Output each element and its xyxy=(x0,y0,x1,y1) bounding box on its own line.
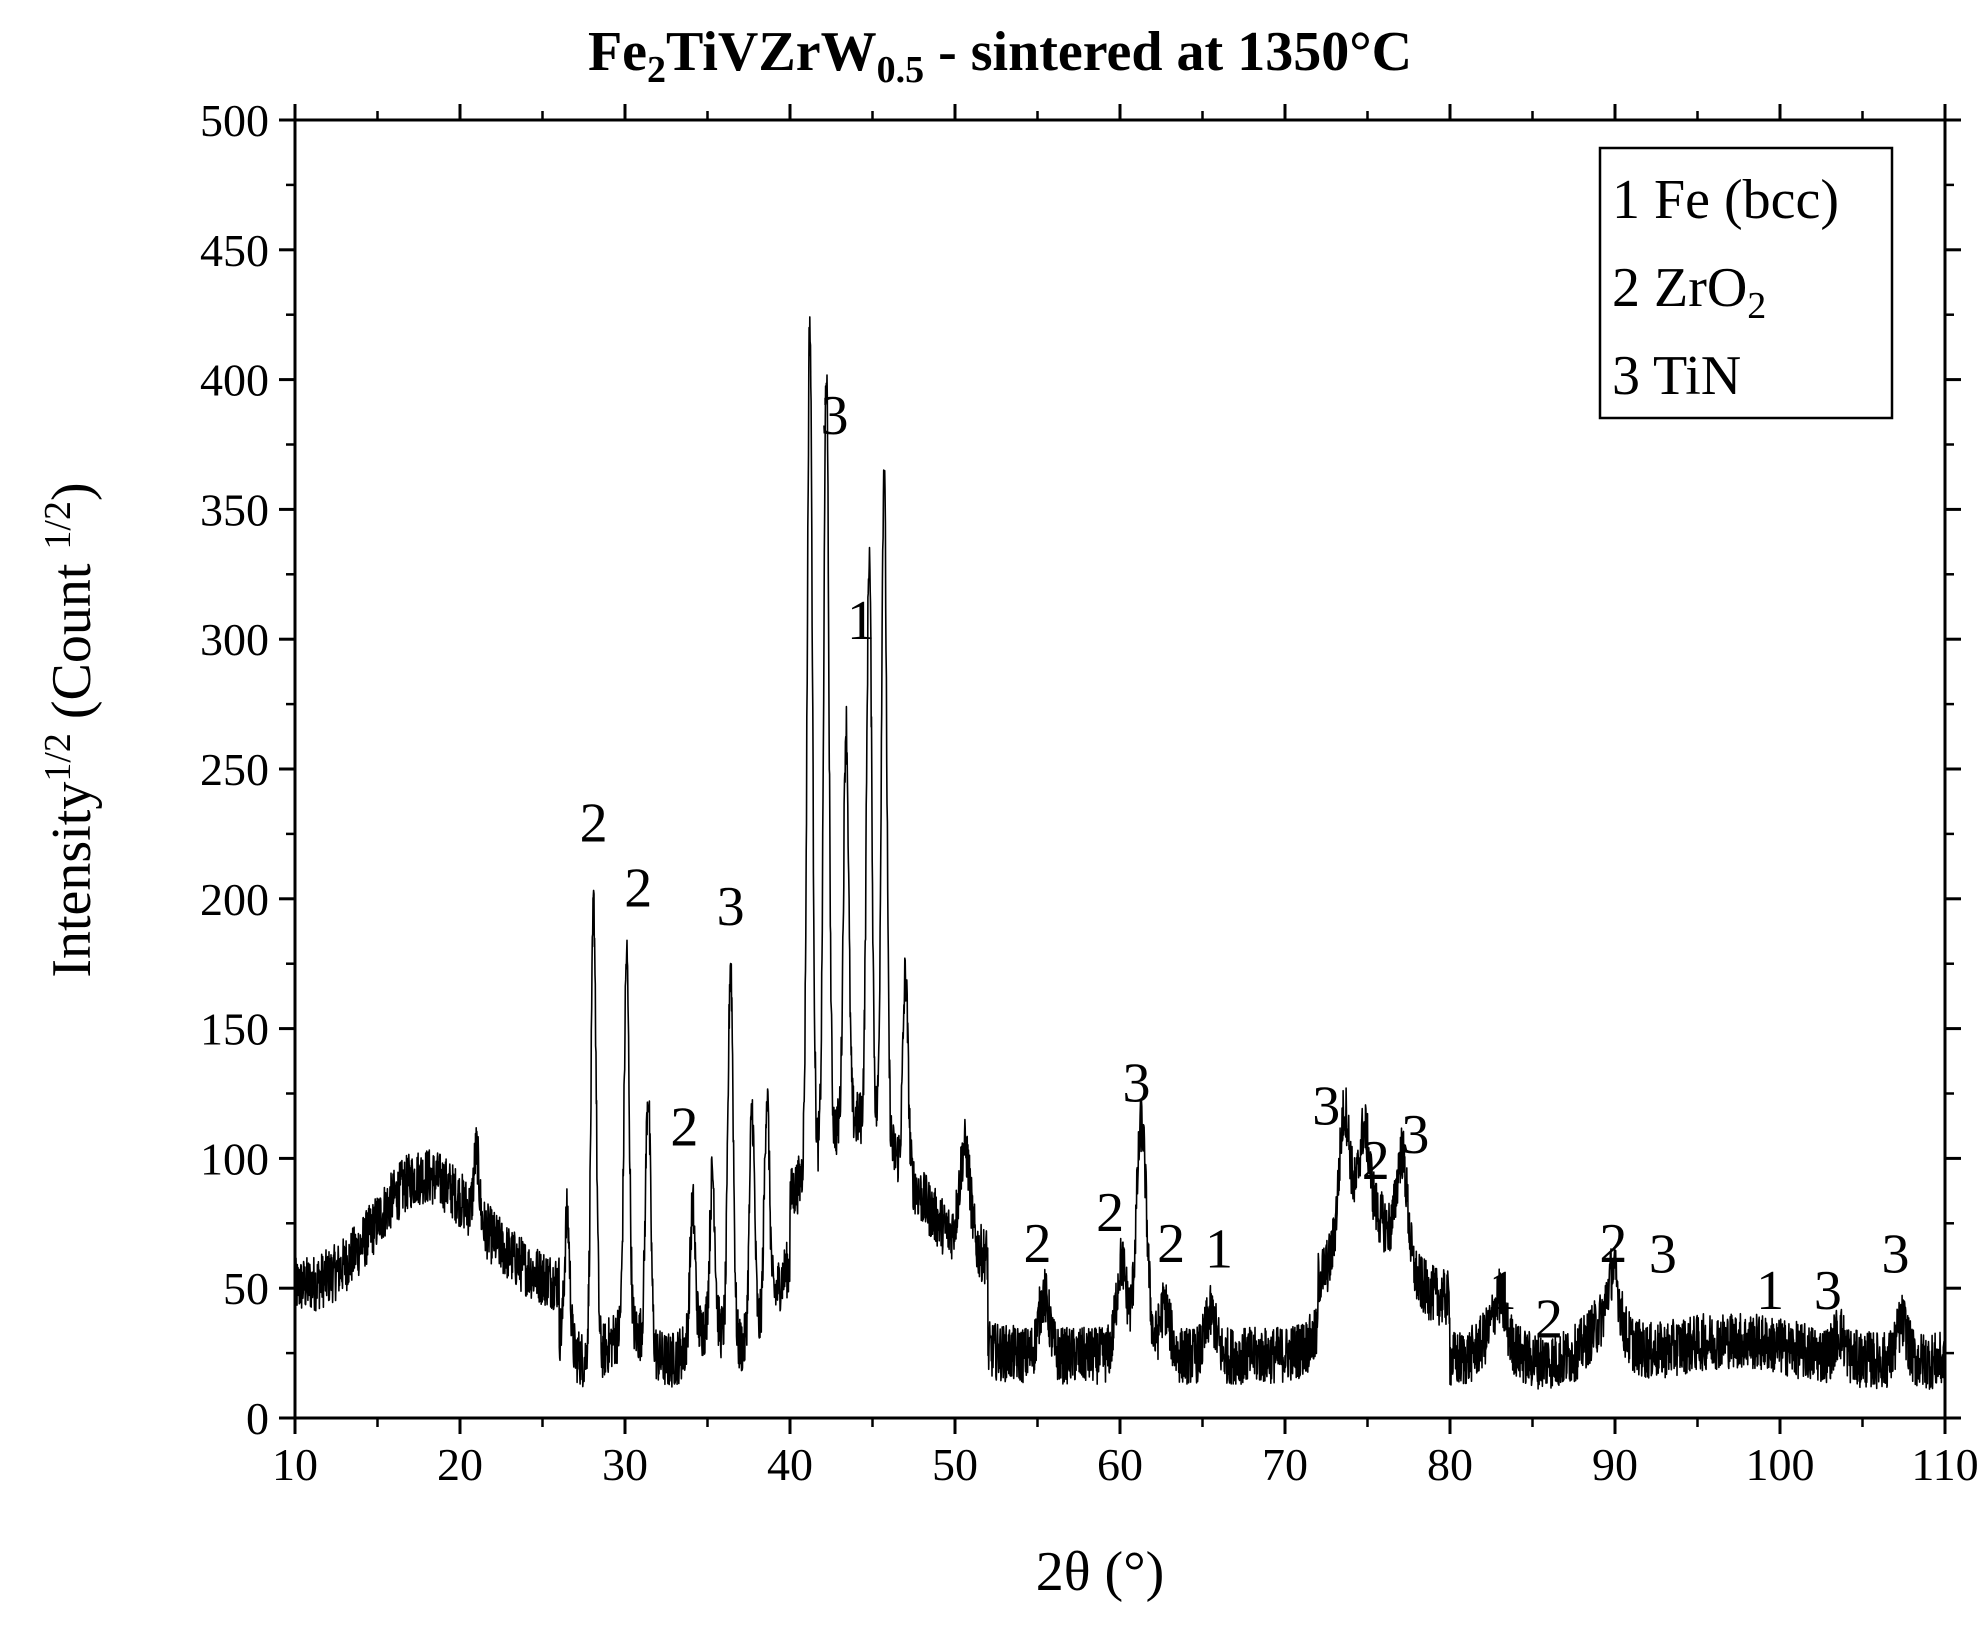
y-tick-label-350: 350 xyxy=(200,484,269,535)
peak-label-19: 3 xyxy=(1814,1260,1842,1322)
peak-label-13: 3 xyxy=(1401,1104,1429,1166)
y-axis-title: Intensity1/2 (Count 1/2) xyxy=(37,482,103,977)
ylabel-sup2: 1/2 xyxy=(37,501,79,550)
y-tick-label-50: 50 xyxy=(223,1263,269,1314)
peak-label-12: 2 xyxy=(1362,1130,1390,1192)
x-tick-label-80: 80 xyxy=(1427,1439,1473,1490)
peak-label-5: 1 xyxy=(847,590,875,652)
chart-title: Fe2TiVZrW0.5 - sintered at 1350°C xyxy=(588,21,1412,91)
peak-label-7: 2 xyxy=(1096,1182,1124,1244)
y-tick-label-300: 300 xyxy=(200,614,269,665)
title-sub2: 0.5 xyxy=(877,49,925,91)
legend: 1 Fe (bcc) 2 ZrO2 3 TiN xyxy=(1598,146,1894,420)
x-tick-label-60: 60 xyxy=(1097,1439,1143,1490)
peak-label-8: 2 xyxy=(1024,1213,1052,1275)
plot-area: 10 20 30 40 50 60 70 80 90 100 110 0 50 100 150 200 250 3… xyxy=(200,95,1979,1490)
ylabel-end: ) xyxy=(41,482,103,501)
legend-entry-2: 2 ZrO2 xyxy=(1612,257,1766,327)
legend-entry-3: 3 TiN xyxy=(1612,345,1741,407)
y-tick-label-200: 200 xyxy=(200,874,269,925)
title-mid: TiVZrW xyxy=(666,21,877,83)
peak-label-17: 3 xyxy=(1649,1224,1677,1286)
y-tick-label-150: 150 xyxy=(200,1004,269,1055)
x-axis-title: 2θ (°) xyxy=(1036,1541,1165,1603)
y-tick-label-100: 100 xyxy=(200,1133,269,1184)
x-tick-label-40: 40 xyxy=(767,1439,813,1490)
peak-label-11: 3 xyxy=(1312,1076,1340,1138)
x-tick-label-30: 30 xyxy=(602,1439,648,1490)
legend-entry-1: 1 Fe (bcc) xyxy=(1612,169,1839,231)
x-tick-label-110: 110 xyxy=(1911,1439,1978,1490)
peak-label-18: 1 xyxy=(1756,1260,1784,1322)
x-tick-label-20: 20 xyxy=(437,1439,483,1490)
peak-label-2: 3 xyxy=(717,876,745,938)
peak-label-14: 1 xyxy=(1489,1260,1517,1322)
peak-label-10: 1 xyxy=(1205,1218,1233,1280)
legend-box xyxy=(1598,146,1894,420)
title-base: Fe xyxy=(588,21,647,83)
peak-label-16: 2 xyxy=(1599,1213,1627,1275)
y-tick-label-0: 0 xyxy=(246,1393,269,1444)
x-tick-label-100: 100 xyxy=(1746,1439,1815,1490)
peak-label-15: 2 xyxy=(1535,1289,1563,1351)
y-tick-label-500: 500 xyxy=(200,95,269,146)
title-rest: - sintered at 1350°C xyxy=(924,21,1412,83)
peak-label-1: 2 xyxy=(624,858,652,920)
y-tick-label-400: 400 xyxy=(200,355,269,406)
peak-label-20: 3 xyxy=(1882,1224,1910,1286)
y-tick-label-250: 250 xyxy=(200,744,269,795)
peak-label-4: 3 xyxy=(821,385,849,447)
peak-label-0: 2 xyxy=(580,793,608,855)
ylabel-base: Intensity xyxy=(41,782,103,978)
peak-label-3: 2 xyxy=(670,1096,698,1158)
x-tick-label-10: 10 xyxy=(272,1439,318,1490)
x-tick-label-70: 70 xyxy=(1262,1439,1308,1490)
x-tick-label-90: 90 xyxy=(1592,1439,1638,1490)
peak-label-6: 3 xyxy=(1123,1052,1151,1114)
y-tick-label-450: 450 xyxy=(200,225,269,276)
ylabel-sup1: 1/2 xyxy=(37,733,79,782)
title-sub1: 2 xyxy=(647,49,666,91)
peak-label-9: 2 xyxy=(1157,1213,1185,1275)
x-tick-label-50: 50 xyxy=(932,1439,978,1490)
ylabel-mid: (Count xyxy=(41,550,103,734)
series-line-xrd xyxy=(294,316,1946,1390)
